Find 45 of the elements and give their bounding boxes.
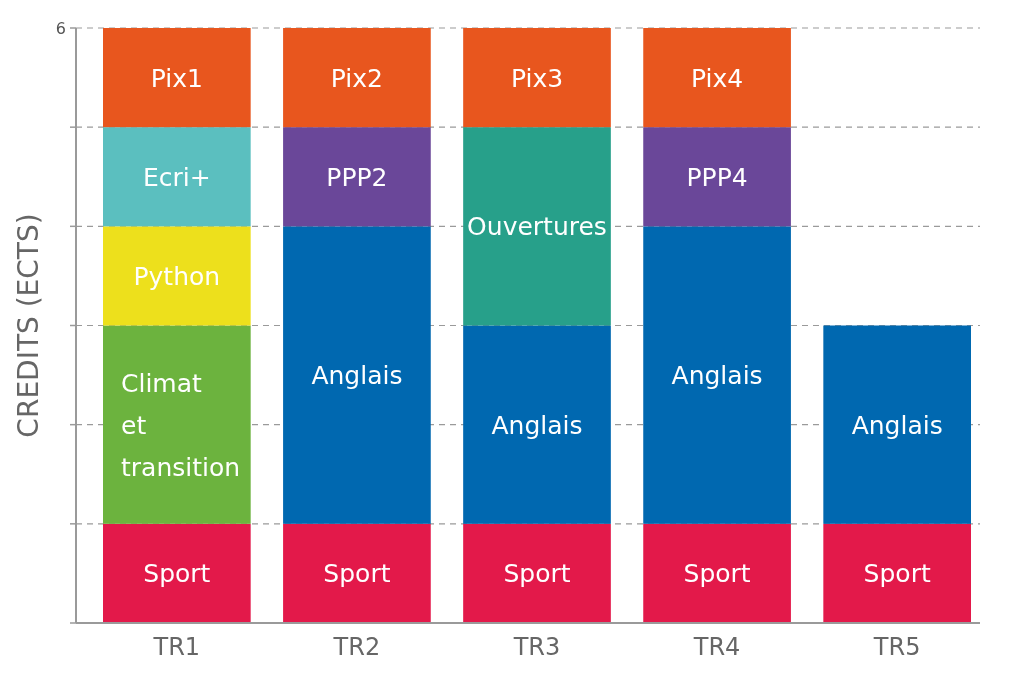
bar xyxy=(463,28,611,128)
bar xyxy=(643,523,791,623)
bar xyxy=(103,523,251,623)
series-label: Pix4 xyxy=(690,63,744,93)
series-label: PPP4 xyxy=(686,162,748,192)
series-label: Pix2 xyxy=(330,63,384,93)
text: Anglais xyxy=(311,360,403,390)
x-tick-label: TR3 xyxy=(512,633,561,661)
y-tick-label: 6 xyxy=(55,18,66,38)
series-label: Ouvertures xyxy=(467,211,607,241)
bar xyxy=(643,28,791,128)
bar xyxy=(283,226,431,524)
x-tick-label: TR5 xyxy=(872,633,921,661)
text: Sport xyxy=(683,558,751,588)
bar xyxy=(463,127,611,326)
text: Sport xyxy=(863,558,931,588)
series-label: Anglais xyxy=(671,360,763,390)
series-label: Climat et transition xyxy=(121,368,241,482)
bar xyxy=(463,325,611,524)
text: Anglais xyxy=(491,410,583,440)
text: Sport xyxy=(503,558,571,588)
x-tick-label: TR4 xyxy=(692,633,741,661)
bar xyxy=(103,325,251,524)
bar xyxy=(283,127,431,227)
bar xyxy=(283,523,431,623)
text: Sport xyxy=(323,558,391,588)
bar xyxy=(103,226,251,326)
bar xyxy=(463,523,611,623)
bar xyxy=(103,28,251,128)
text: Anglais xyxy=(851,410,943,440)
series-label: Pix3 xyxy=(510,63,564,93)
x-tick-label: TR1 xyxy=(152,633,201,661)
bar xyxy=(823,523,971,623)
series-label: Ecri+ xyxy=(142,162,211,192)
bar xyxy=(643,226,791,524)
bar xyxy=(283,28,431,128)
bar xyxy=(103,127,251,227)
bar xyxy=(823,325,971,524)
series-label: Sport xyxy=(143,558,211,588)
series-label: PPP2 xyxy=(326,162,388,192)
series-label: Python xyxy=(133,261,221,291)
bar xyxy=(643,127,791,227)
y-axis-title: CREDITS (ECTS) xyxy=(12,213,45,438)
series-label: Pix1 xyxy=(150,63,203,93)
x-tick-label: TR2 xyxy=(332,633,381,661)
